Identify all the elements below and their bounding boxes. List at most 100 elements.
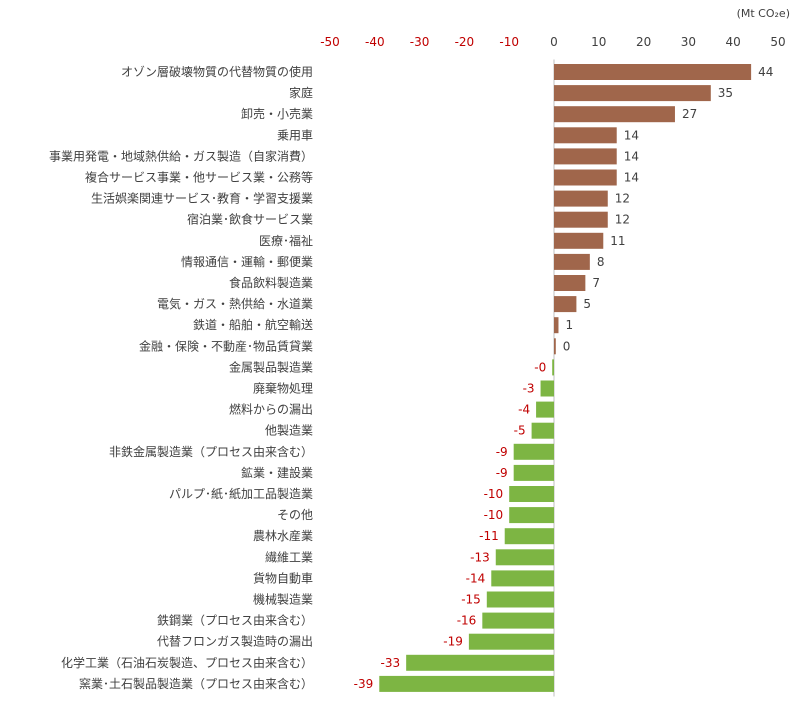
data-label: -10 <box>484 487 504 501</box>
category-label: 貨物自動車 <box>253 570 313 585</box>
data-label: -14 <box>466 571 486 585</box>
data-label: 12 <box>615 192 630 206</box>
category-label: 事業用発電・地域熱供給・ガス製造（自家消費） <box>49 148 313 163</box>
bars <box>379 64 752 692</box>
bar <box>531 422 554 439</box>
bar <box>379 675 554 692</box>
bar <box>554 64 752 80</box>
bar <box>509 486 554 502</box>
category-labels: オゾン層破壊物質の代替物質の使用家庭卸売・小売業乗用車事業用発電・地域熱供給・ガ… <box>49 64 313 691</box>
x-tick-label: 30 <box>681 35 696 49</box>
bar <box>513 464 554 481</box>
category-label: 燃料からの漏出 <box>229 402 313 417</box>
bar <box>554 85 711 102</box>
category-label: 鉄鋼業（プロセス由来含む） <box>157 613 313 628</box>
category-label: 電気・ガス・熱供給・水道業 <box>157 296 313 311</box>
data-label: 7 <box>592 276 600 290</box>
unit-label: (Mt CO₂e) <box>737 7 790 20</box>
category-label: 卸売・小売業 <box>241 106 313 121</box>
data-label: -19 <box>443 635 463 649</box>
data-label: 14 <box>624 149 639 163</box>
category-label: 鉄道・船舶・航空輸送 <box>193 317 313 332</box>
category-label: 化学工業（石油石炭製造、プロセス由来含む） <box>61 655 313 670</box>
category-label: 代替フロンガス製造時の漏出 <box>157 635 313 649</box>
data-label: 8 <box>597 255 605 269</box>
data-label: -10 <box>484 508 504 522</box>
data-label: -39 <box>354 677 374 691</box>
data-label: 44 <box>758 65 773 79</box>
bar <box>509 507 554 524</box>
bar <box>554 317 559 334</box>
bar <box>554 127 617 144</box>
category-label: オゾン層破壊物質の代替物質の使用 <box>121 64 313 79</box>
category-label: 農林水産業 <box>253 528 313 543</box>
data-label: -16 <box>457 614 477 628</box>
bar <box>554 275 586 291</box>
data-label: 14 <box>624 171 639 185</box>
x-tick-label: -30 <box>410 35 430 49</box>
data-label: -9 <box>496 445 508 459</box>
bar <box>495 549 554 566</box>
bar <box>482 612 554 629</box>
data-label: -33 <box>381 656 401 670</box>
data-label: 1 <box>565 318 573 332</box>
bar <box>486 591 554 608</box>
x-tick-label: -50 <box>320 35 340 49</box>
bar <box>504 528 554 545</box>
x-tick-label: 20 <box>636 35 651 49</box>
data-label: 27 <box>682 107 697 121</box>
x-tick-label: 0 <box>550 35 558 49</box>
bar <box>491 570 554 587</box>
category-label: 窯業･土石製品製造業（プロセス由来含む） <box>79 676 313 691</box>
bar <box>554 232 604 249</box>
bar <box>513 443 554 460</box>
category-label: 他製造業 <box>265 424 313 438</box>
category-label: 非鉄金属製造業（プロセス由来含む） <box>109 444 313 459</box>
data-label: 35 <box>718 86 733 100</box>
data-label: -9 <box>496 466 508 480</box>
x-tick-label: -40 <box>365 35 385 49</box>
data-label: -15 <box>461 593 481 607</box>
bar <box>406 654 554 671</box>
x-tick-label: 40 <box>726 35 741 49</box>
category-label: 金融・保険・不動産･物品賃貸業 <box>139 338 313 353</box>
data-labels: 44 35 27 14 14 14 12 12 11 8 751 0 -0 -3 -4 -5 -9 -9 -10 -1… <box>354 65 774 691</box>
category-label: 医療･福祉 <box>259 233 313 248</box>
category-label: 機械製造業 <box>253 592 313 607</box>
category-label: 宿泊業･飲食サービス業 <box>187 212 313 227</box>
bar <box>468 633 554 650</box>
x-tick-label: 50 <box>770 35 785 49</box>
category-label: 情報通信・運輸・郵便業 <box>181 254 313 269</box>
x-tick-label: 10 <box>591 35 606 49</box>
category-label: 廃棄物処理 <box>253 381 313 396</box>
bar <box>554 338 556 355</box>
data-label: -0 <box>534 360 546 374</box>
bar <box>554 169 617 186</box>
x-tick-label: -10 <box>499 35 519 49</box>
category-label: 乗用車 <box>277 128 313 142</box>
data-label: -5 <box>514 424 526 438</box>
bar <box>554 148 617 165</box>
category-label: 食品飲料製造業 <box>229 275 313 290</box>
data-label: -11 <box>479 529 499 543</box>
category-label: その他 <box>277 508 313 522</box>
bar <box>540 380 554 397</box>
category-label: パルプ･紙･紙加工品製造業 <box>169 486 313 501</box>
data-label: 0 <box>563 339 571 353</box>
category-label: 繊維工業 <box>265 550 313 564</box>
bar <box>536 401 554 418</box>
bar <box>554 253 590 270</box>
x-tick-label: -20 <box>455 35 475 49</box>
category-label: 複合サービス事業・他サービス業・公務等 <box>85 170 313 185</box>
data-label: -4 <box>518 403 530 417</box>
x-axis-ticks: -50 -40 -30 -20 -10 0 10 20 30 40 50 <box>320 35 785 49</box>
data-label: -13 <box>470 550 490 564</box>
data-label: 5 <box>583 297 591 311</box>
bar <box>554 296 577 313</box>
bar <box>554 106 675 123</box>
category-label: 家庭 <box>289 85 313 100</box>
data-label: -3 <box>523 382 535 396</box>
data-label: 14 <box>624 128 639 142</box>
data-label: 11 <box>610 234 625 248</box>
